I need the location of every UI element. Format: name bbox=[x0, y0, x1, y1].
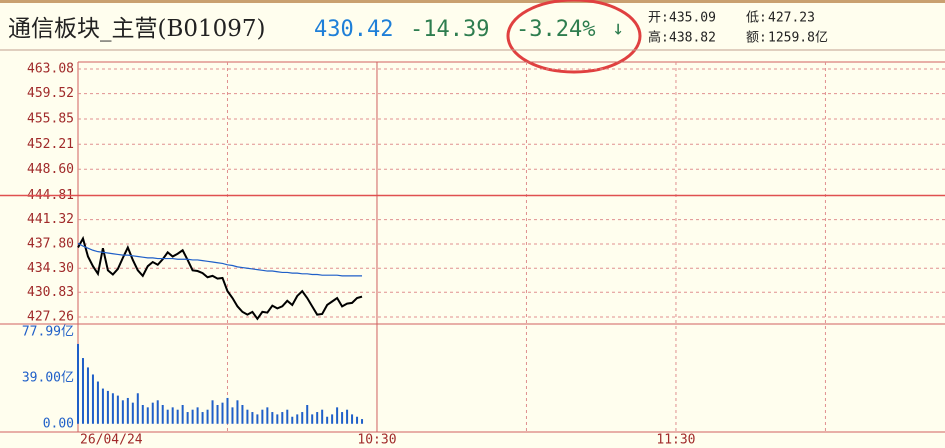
y-tick-label: 452.21 bbox=[27, 137, 74, 152]
volume-bar bbox=[86, 367, 89, 424]
volume-bar bbox=[81, 358, 84, 424]
volume-bar bbox=[211, 400, 214, 424]
volume-bar bbox=[151, 402, 154, 424]
volume-bar bbox=[356, 416, 359, 424]
volume-bar bbox=[361, 419, 364, 424]
low-label: 低: bbox=[746, 11, 767, 26]
volume-bar bbox=[121, 400, 124, 424]
amount: 1259.8亿 bbox=[768, 31, 828, 46]
volume-bar bbox=[216, 405, 219, 424]
volume-bar bbox=[201, 412, 204, 424]
amount-label: 额: bbox=[746, 31, 767, 46]
volume-bar bbox=[296, 414, 299, 424]
volume-bar bbox=[111, 393, 114, 424]
volume-bar bbox=[331, 414, 334, 424]
volume-bar bbox=[346, 409, 349, 424]
x-tick-label: 26/04/24 bbox=[80, 433, 143, 448]
volume-bar bbox=[301, 412, 304, 424]
y-tick-label: 427.26 bbox=[27, 310, 74, 325]
volume-bar bbox=[271, 412, 274, 424]
volume-bar bbox=[186, 412, 189, 424]
y-tick-label: 463.08 bbox=[27, 61, 74, 76]
volume-bar bbox=[181, 405, 184, 424]
volume-bar bbox=[266, 407, 269, 424]
title: 通信板块_主营(B01097) bbox=[8, 16, 266, 42]
change: -14.39 bbox=[410, 17, 489, 42]
volume-bar bbox=[231, 407, 234, 424]
volume-bar bbox=[291, 416, 294, 424]
volume-bar bbox=[256, 414, 259, 424]
volume-bar bbox=[176, 409, 179, 424]
volume-bar bbox=[131, 402, 134, 424]
y-tick-label: 430.83 bbox=[27, 285, 74, 300]
volume-bar bbox=[276, 414, 279, 424]
volume-bar bbox=[326, 416, 329, 424]
volume-bar bbox=[251, 412, 254, 424]
volume-bar bbox=[321, 409, 324, 424]
volume-bar bbox=[166, 409, 169, 424]
volume-bar bbox=[311, 414, 314, 424]
highlight-ellipse bbox=[506, 0, 642, 74]
y-tick-label: 437.80 bbox=[27, 237, 74, 252]
volume-bar bbox=[146, 407, 149, 424]
volume-bar bbox=[96, 381, 99, 424]
high-label: 高: bbox=[648, 30, 669, 46]
y-tick-label: 459.52 bbox=[27, 86, 74, 101]
volume-bar bbox=[126, 397, 129, 424]
x-tick-label: 10:30 bbox=[357, 433, 396, 448]
volume-bar bbox=[241, 405, 244, 424]
volume-bar bbox=[106, 390, 109, 424]
top-strip bbox=[0, 0, 945, 3]
volume-bar bbox=[316, 412, 319, 424]
open: 435.09 bbox=[669, 11, 716, 26]
volume-bar bbox=[101, 388, 104, 424]
volume-bar bbox=[351, 414, 354, 424]
y-tick-label: 77.99亿 bbox=[22, 325, 74, 340]
price-line bbox=[77, 235, 363, 321]
volume-bar bbox=[206, 409, 209, 424]
volume-bar bbox=[246, 409, 249, 424]
arrow: ↓ bbox=[612, 16, 624, 40]
y-tick-label: 0.00 bbox=[43, 416, 74, 431]
volume-bar bbox=[336, 407, 339, 424]
volume-bar bbox=[286, 409, 289, 424]
y-tick-label: 441.32 bbox=[27, 212, 74, 227]
high: 438.82 bbox=[669, 31, 716, 46]
low: 427.23 bbox=[768, 11, 815, 26]
y-tick-label: 434.30 bbox=[27, 261, 74, 276]
volume-bar bbox=[161, 405, 164, 424]
x-tick-label: 11:30 bbox=[656, 433, 695, 448]
volume-bar bbox=[236, 400, 239, 424]
volume-bar bbox=[116, 395, 119, 424]
volume-bar bbox=[226, 397, 229, 424]
y-tick-label: 455.85 bbox=[27, 112, 74, 127]
change-pct: -3.24% bbox=[516, 17, 595, 42]
volume-bar bbox=[171, 407, 174, 424]
volume-bar bbox=[156, 400, 159, 424]
volume-bar bbox=[281, 412, 284, 424]
y-tick-label: 448.60 bbox=[27, 162, 74, 177]
volume-bar bbox=[306, 405, 309, 424]
volume-bar bbox=[341, 412, 344, 424]
volume-bar bbox=[261, 409, 264, 424]
volume-bar bbox=[221, 402, 224, 424]
y-tick-label: 39.00亿 bbox=[22, 371, 74, 386]
open-label: 开: bbox=[648, 11, 669, 26]
volume-bar bbox=[191, 409, 194, 424]
volume-bar bbox=[136, 393, 139, 424]
price: 430.42 bbox=[314, 17, 393, 42]
volume-bar bbox=[77, 343, 79, 424]
volume-bar bbox=[91, 374, 94, 424]
volume-bar bbox=[141, 405, 144, 424]
price-line bbox=[77, 242, 363, 277]
volume-bar bbox=[196, 407, 199, 424]
